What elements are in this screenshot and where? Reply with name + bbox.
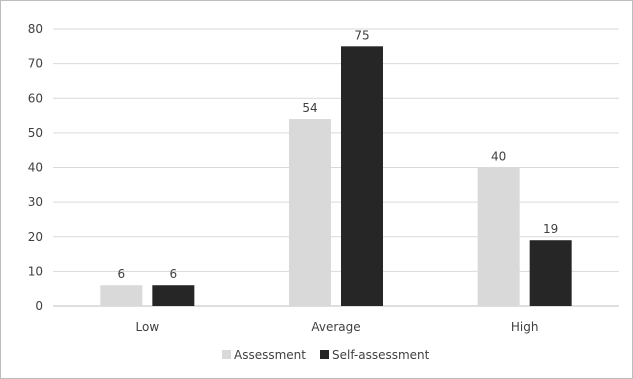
data-label: 19 [543,222,558,236]
gridlines [53,28,619,307]
bars [100,46,572,307]
bar-self-assessment-low [152,285,195,306]
data-label: 6 [170,267,178,281]
legend: Assessment Self-assessment [222,348,430,362]
data-labels: 6 6 54 75 40 19 [118,28,559,281]
x-category-label: Low [136,320,160,334]
legend-label: Assessment [234,348,306,362]
bar-self-assessment-average [341,46,383,306]
x-category-label: High [511,320,539,334]
bar-self-assessment-high [529,240,572,306]
y-tick-label: 20 [28,230,43,244]
y-tick-label: 50 [28,126,43,140]
x-axis: Low Average High [136,320,539,334]
y-tick-label: 30 [28,195,43,209]
y-tick-label: 70 [28,57,43,71]
y-tick-label: 80 [28,22,43,36]
y-tick-label: 0 [35,299,43,313]
x-category-label: Average [311,320,360,334]
bar-assessment-average [289,119,331,307]
legend-label: Self-assessment [332,348,430,362]
y-tick-label: 40 [28,161,43,175]
y-axis: 0 10 20 30 40 50 60 70 80 [28,22,43,313]
y-tick-label: 10 [28,264,43,278]
bar-assessment-high [477,167,520,306]
data-label: 54 [302,101,317,115]
data-label: 6 [118,267,126,281]
legend-swatch [320,350,329,359]
legend-swatch [222,350,231,359]
y-tick-label: 60 [28,91,43,105]
bar-assessment-low [100,285,143,306]
data-label: 75 [354,28,369,42]
data-label: 40 [491,150,506,164]
